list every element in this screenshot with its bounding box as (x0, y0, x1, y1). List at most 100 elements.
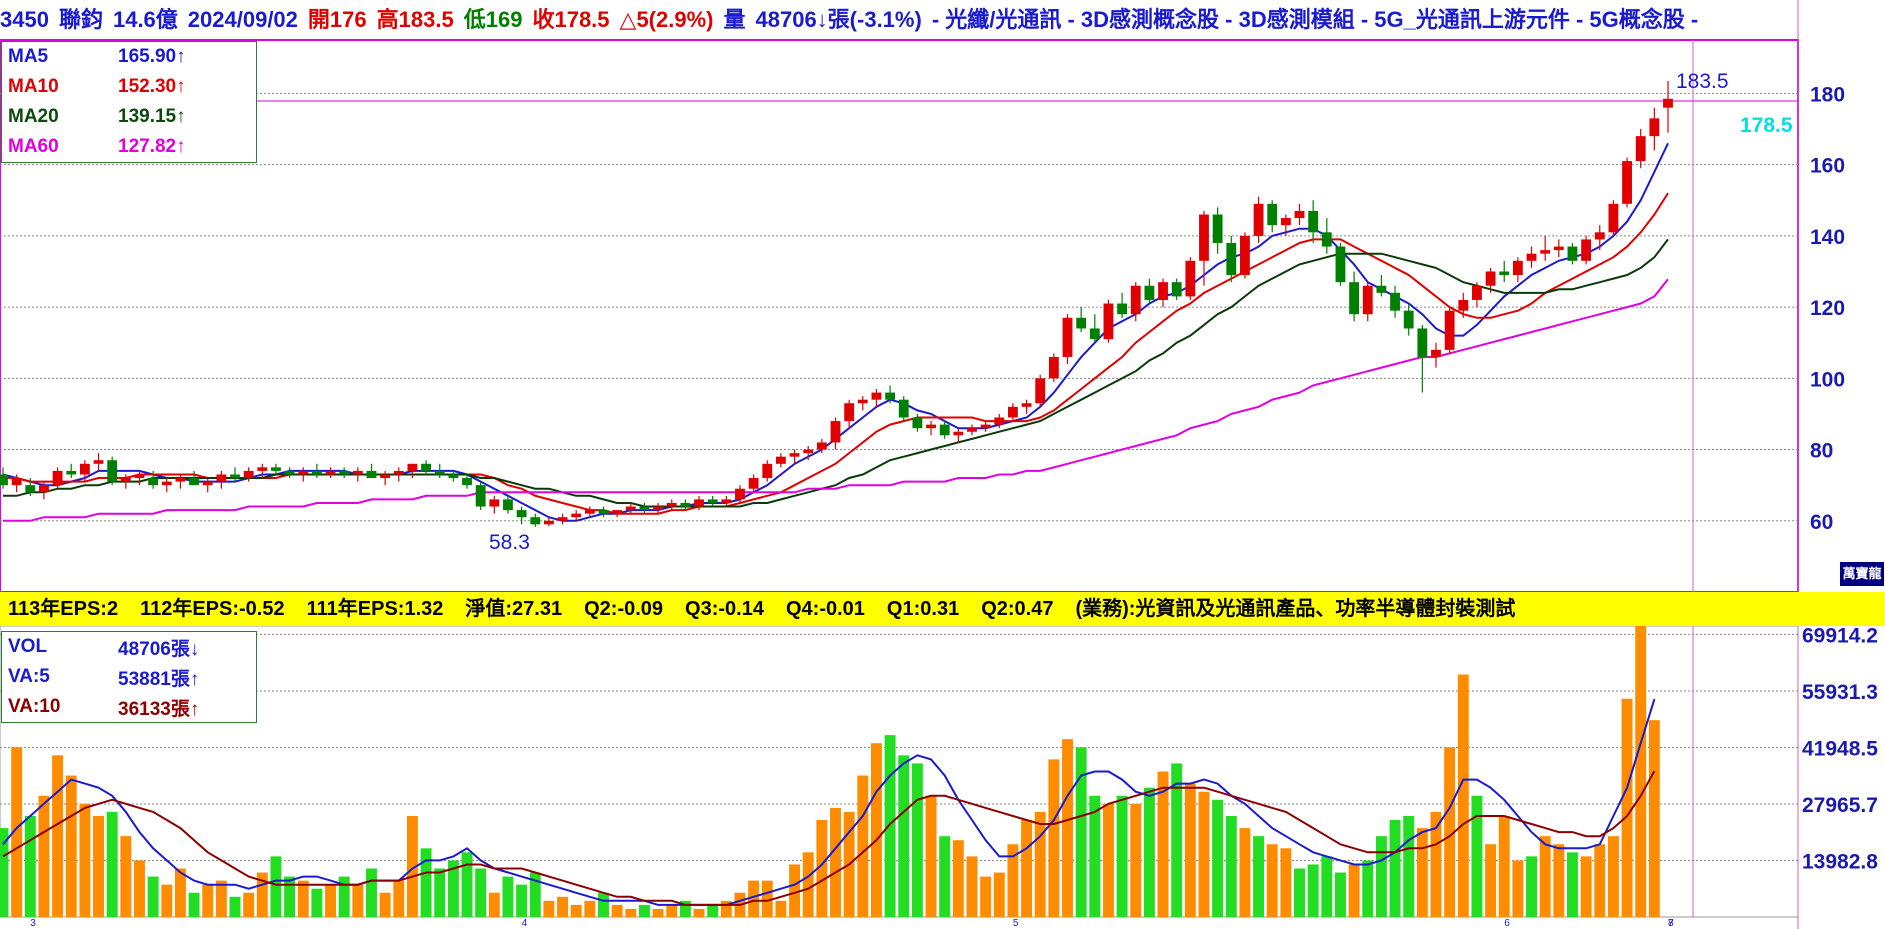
candle-body (1622, 161, 1632, 204)
candle-body (0, 474, 8, 486)
candle-body (25, 485, 36, 493)
watermark-logo: 萬寶龍 (1840, 562, 1884, 586)
volume-bar (1389, 820, 1401, 917)
volume-bar (134, 860, 145, 917)
candle-body (311, 470, 322, 475)
volume-bar (38, 795, 50, 917)
candle-body (243, 470, 254, 479)
volume-bar (1348, 864, 1360, 917)
candle-body (1335, 246, 1346, 283)
volume-bar (802, 852, 814, 917)
candle-body (134, 474, 145, 479)
candle-body (1212, 214, 1223, 243)
candle-body (612, 510, 623, 514)
volume-bar (1335, 872, 1346, 917)
volume-bar (488, 892, 500, 917)
va5-value: 53881張↑ (118, 668, 200, 690)
candle-body (625, 506, 636, 511)
trade-date: 2024/09/02 (187, 7, 298, 32)
ma20-label: MA20 (8, 106, 59, 127)
business-description: (業務):光資訊及光通訊產品、功率半導體封裝測試 (1075, 598, 1516, 620)
concept-tags: - 光纖/光通訊 - 3D感測概念股 - 3D感測模組 - 5G_光通訊上游元件… (931, 7, 1699, 32)
volume-bar (789, 864, 801, 917)
candle-body (1581, 239, 1592, 261)
ma60-label: MA60 (8, 136, 59, 157)
volume-tick-label: 27965.7 (1802, 794, 1878, 817)
price-tick-label: 120 (1810, 297, 1845, 320)
eps-112: 112年EPS:-0.52 (140, 598, 285, 620)
eps-111: 111年EPS:1.32 (306, 598, 444, 620)
volume-bar (1130, 803, 1142, 917)
volume-tick-label: 13982.8 (1802, 850, 1878, 873)
high-label: 高 (376, 7, 399, 32)
volume-bar (188, 892, 200, 917)
volume-bar (1403, 815, 1415, 917)
candle-body (1540, 250, 1551, 254)
volume-bar (870, 743, 882, 917)
close-label: 收 (532, 7, 555, 32)
candle-body (1240, 235, 1250, 276)
candle-body (1390, 292, 1400, 311)
candle-body (1048, 356, 1059, 379)
volume-label: 量 (723, 7, 746, 32)
candle-body (448, 474, 459, 479)
volume-bar (161, 884, 173, 917)
volume-bar (215, 880, 227, 917)
volume-bar (352, 884, 364, 917)
ma10-value: 152.30↑ (118, 76, 186, 97)
volume-bar (966, 856, 978, 917)
candle-body (762, 463, 773, 479)
month-tick-label: 5 (1013, 918, 1019, 929)
volume-bar (1212, 799, 1224, 917)
candle-body (1485, 271, 1496, 286)
volume-tick-label: 55931.3 (1802, 681, 1878, 704)
volume-bar (516, 884, 528, 917)
candle-body (1567, 246, 1578, 261)
candle-body (1431, 349, 1441, 357)
candle-body (11, 478, 22, 486)
volume-bar (24, 815, 36, 917)
candle-body (1089, 328, 1100, 340)
volume-bar (666, 904, 678, 917)
candle-body (393, 470, 404, 475)
volume-bar (611, 904, 623, 917)
candle-body (639, 506, 650, 511)
candle-body (93, 460, 104, 464)
volume-bar (1253, 836, 1265, 917)
ma20-value: 139.15↑ (118, 106, 186, 127)
eps-q3: Q3:-0.14 (685, 598, 764, 620)
volume-bar (79, 803, 91, 917)
candle-body (735, 488, 745, 500)
volume-bar (475, 868, 487, 917)
volume-bar (270, 856, 282, 917)
volume-bar (120, 836, 132, 917)
open-label: 開 (307, 7, 330, 32)
volume-bar (1307, 864, 1319, 917)
candle-body (516, 510, 527, 518)
candle-body (1458, 299, 1469, 311)
eps-q1: Q1:0.31 (886, 598, 960, 620)
volume-bar (297, 880, 309, 917)
candle-body (298, 470, 309, 475)
stock-name: 聯鈞 (58, 7, 103, 32)
volume-bar (1143, 787, 1155, 917)
ma-line-ma10 (3, 192, 1669, 515)
volume-bar (243, 892, 255, 917)
candle-body (530, 517, 541, 525)
candle-body (380, 474, 391, 479)
candle-body (230, 474, 240, 479)
low-value: 169 (485, 7, 523, 32)
volume-legend: VOL 48706張↓ VA:5 53881張↑ VA:10 36133張↑ (1, 631, 257, 723)
ma5-legend-row: MA5 165.90↑ (2, 42, 256, 72)
ma20-legend-row: MA20 139.15↑ (2, 102, 256, 132)
candle-body (39, 485, 49, 493)
ma10-label: MA10 (8, 76, 59, 97)
candle-body (557, 517, 568, 521)
price-tick-label: 80 (1810, 440, 1833, 463)
month-tick-label: 7 (1668, 918, 1674, 929)
candle-body (284, 470, 295, 475)
stock-info-bar: 3450 聯鈞 14.6億 2024/09/02 開176 高183.5 低169 收178.… (0, 0, 1885, 40)
eps-q2-prev: Q2:-0.09 (584, 598, 664, 620)
candle-body (816, 442, 827, 450)
candle-body (52, 470, 63, 486)
